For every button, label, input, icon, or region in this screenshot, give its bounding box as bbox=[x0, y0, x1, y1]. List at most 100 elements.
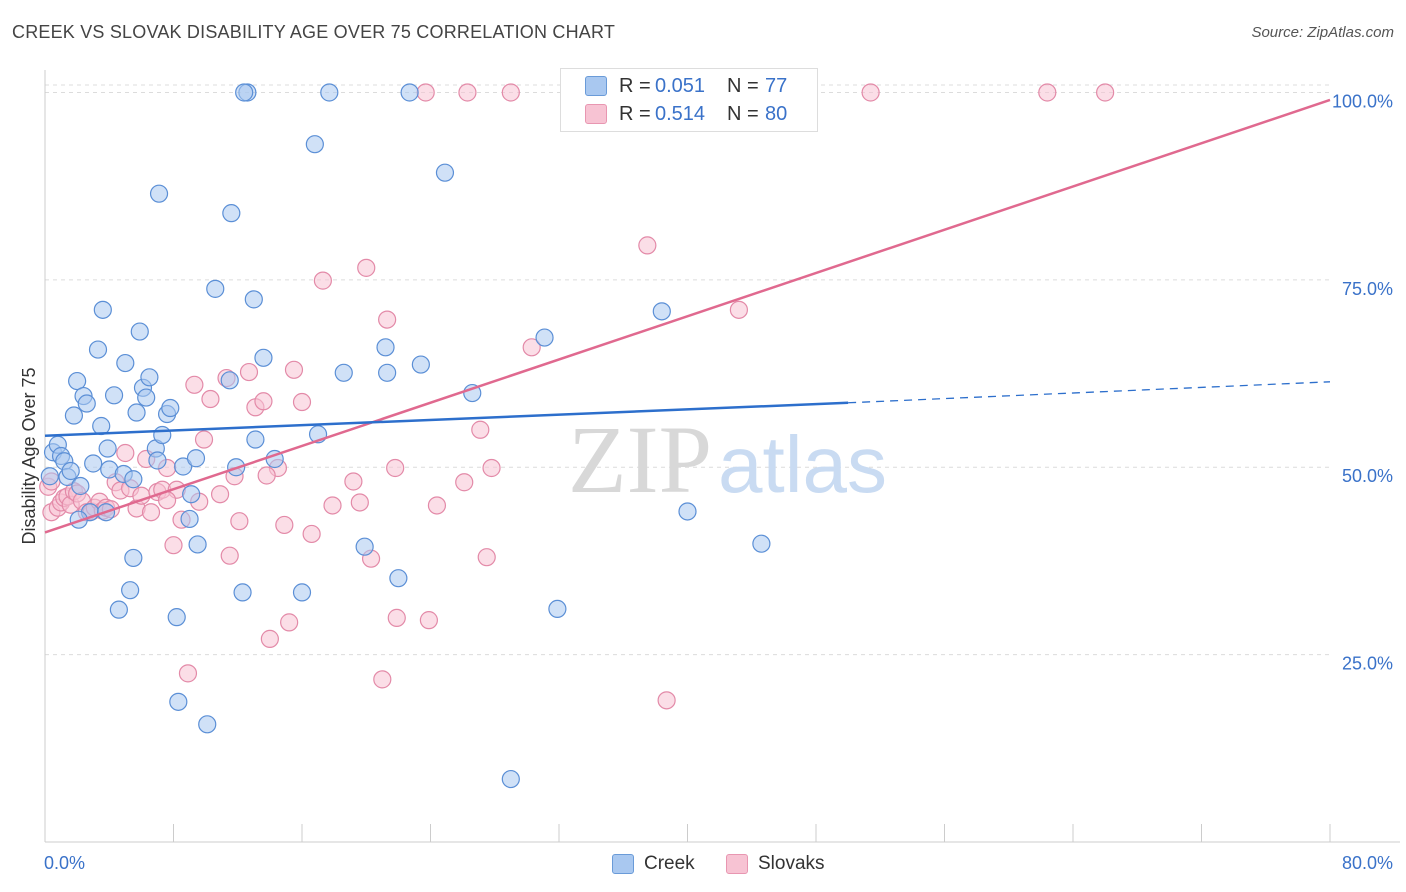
slovaks-points bbox=[39, 83, 1115, 710]
creek-point bbox=[376, 338, 395, 357]
creek-point bbox=[752, 534, 771, 553]
slovaks-point bbox=[254, 392, 273, 411]
creek-point bbox=[88, 340, 108, 359]
creek-point bbox=[121, 581, 140, 600]
slovaks-point bbox=[427, 496, 447, 515]
slovaks-point bbox=[178, 664, 198, 683]
creek-point bbox=[109, 600, 128, 619]
creek-point bbox=[98, 439, 117, 458]
creek-point bbox=[206, 279, 225, 298]
legend-label-creek: Creek bbox=[644, 853, 695, 874]
slovaks-point bbox=[302, 524, 321, 544]
n-value: 80 bbox=[765, 102, 788, 125]
creek-point bbox=[198, 715, 217, 734]
legend-label-slovaks: Slovaks bbox=[758, 853, 825, 874]
slovaks-point bbox=[344, 472, 363, 491]
creek-point bbox=[501, 769, 520, 789]
creek-point bbox=[355, 537, 374, 556]
slovaks-point bbox=[861, 83, 880, 102]
creek-point bbox=[149, 184, 169, 203]
creek-point bbox=[104, 386, 124, 405]
creek-point bbox=[305, 135, 324, 154]
creek-point bbox=[124, 548, 143, 568]
slovaks-point bbox=[386, 458, 405, 478]
slovaks-point bbox=[350, 493, 369, 512]
y-tick-label: 75.0% bbox=[1342, 279, 1393, 299]
creek-point bbox=[378, 363, 397, 382]
creek-point bbox=[389, 569, 408, 588]
creek-point bbox=[435, 163, 455, 182]
slovaks-point bbox=[185, 375, 204, 394]
slovaks-point bbox=[471, 420, 490, 439]
slovaks-point bbox=[416, 83, 435, 102]
creek-point bbox=[235, 83, 254, 102]
slovaks-swatch bbox=[585, 104, 607, 124]
slovaks-point bbox=[230, 512, 249, 531]
r-value: 0.514 bbox=[655, 102, 706, 125]
r-label: R = bbox=[619, 102, 651, 125]
legend-item-slovaks: Slovaks bbox=[726, 850, 825, 878]
x-tick-label: 0.0% bbox=[44, 853, 85, 873]
slovaks-point bbox=[1096, 83, 1115, 102]
slovaks-point bbox=[194, 430, 214, 449]
creek-point bbox=[127, 403, 146, 422]
creek-point bbox=[233, 583, 252, 602]
creek-trend-line bbox=[44, 401, 849, 438]
watermark-zip: ZIP bbox=[568, 406, 712, 513]
creek-point bbox=[244, 290, 263, 309]
chart-title: CREEK VS SLOVAK DISABILITY AGE OVER 75 C… bbox=[12, 22, 616, 42]
creek-point bbox=[292, 583, 312, 602]
y-axis-title: Disability Age Over 75 bbox=[19, 367, 39, 544]
slovaks-point bbox=[280, 613, 299, 632]
slovaks-point bbox=[455, 473, 474, 492]
trend-lines bbox=[44, 98, 1331, 534]
creek-point bbox=[548, 599, 567, 619]
slovaks-point bbox=[357, 258, 376, 277]
n-label: N = bbox=[727, 102, 759, 125]
creek-trend-extension bbox=[848, 381, 1331, 404]
r-value: 0.051 bbox=[655, 74, 706, 97]
creek-point bbox=[182, 485, 201, 504]
slovaks-point bbox=[638, 236, 657, 255]
creek-point bbox=[61, 461, 80, 481]
y-tick-label: 100.0% bbox=[1332, 91, 1393, 111]
slovaks-point bbox=[257, 466, 276, 485]
slovaks-point bbox=[210, 485, 230, 504]
slovaks-point bbox=[323, 496, 342, 515]
creek-point bbox=[64, 406, 84, 425]
creek-point bbox=[167, 608, 186, 627]
creek-point bbox=[186, 449, 206, 468]
creek-point bbox=[161, 398, 180, 418]
slovaks-point bbox=[501, 83, 520, 102]
creek-point bbox=[400, 83, 419, 102]
creek-point bbox=[40, 467, 59, 486]
creek-point bbox=[334, 363, 353, 382]
creek-point bbox=[124, 470, 143, 489]
slovaks-point bbox=[201, 389, 220, 409]
slovaks-point bbox=[373, 670, 392, 689]
creek-point bbox=[222, 204, 241, 223]
slovaks-point bbox=[729, 300, 749, 319]
slovaks-point bbox=[657, 691, 676, 710]
slovaks-point bbox=[1038, 83, 1057, 102]
slovaks-point bbox=[260, 629, 279, 648]
slovaks-point bbox=[116, 443, 135, 463]
slovaks-point bbox=[284, 360, 304, 379]
creek-point bbox=[116, 353, 135, 373]
creek-point bbox=[220, 371, 239, 390]
watermark: ZIP atlas bbox=[568, 406, 887, 513]
slovaks-point bbox=[141, 503, 161, 522]
creek-swatch bbox=[612, 854, 634, 874]
x-tick-label: 80.0% bbox=[1342, 853, 1393, 873]
slovaks-point bbox=[239, 362, 259, 382]
creek-point bbox=[254, 348, 273, 367]
source-credit: Source: ZipAtlas.com bbox=[1251, 24, 1394, 41]
slovaks-trend-line bbox=[44, 98, 1331, 534]
n-label: N = bbox=[727, 74, 759, 97]
n-value: 77 bbox=[765, 74, 788, 97]
creek-point bbox=[411, 355, 430, 374]
slovaks-swatch bbox=[726, 854, 748, 874]
creek-point bbox=[153, 425, 172, 445]
slovaks-point bbox=[387, 608, 406, 627]
